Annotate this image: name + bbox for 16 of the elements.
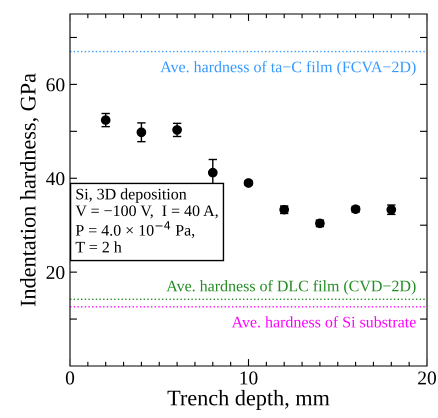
point <box>136 127 146 138</box>
text: Si, 3D deposition V = −100 V, I = 40 A, P = 4.0 × 10$^{−4}$ Pa, T = 2 h <box>76 188 218 252</box>
y-tick-label: 20 <box>46 266 64 280</box>
x-tick-label: 10 <box>240 371 258 385</box>
y-tick-label: 40 <box>46 172 64 186</box>
x-tick-label: 20 <box>418 371 436 385</box>
ref-line-label: Ave. hardness of DLC film (CVD−2D) <box>166 280 416 295</box>
ref-line-label: Ave. hardness of Si substrate <box>232 316 416 328</box>
point <box>172 125 182 135</box>
y-axis-title: Indentation hardness, GPa <box>20 73 39 306</box>
x-tick-label: 0 <box>66 371 74 385</box>
point <box>208 168 218 178</box>
x-axis-title: Trench depth, mm <box>168 390 330 410</box>
point <box>100 115 111 125</box>
ref-line-label: Ave. hardness of ta−C film (FCVA−2D) <box>160 60 416 76</box>
y-tick-label: 60 <box>46 78 64 92</box>
